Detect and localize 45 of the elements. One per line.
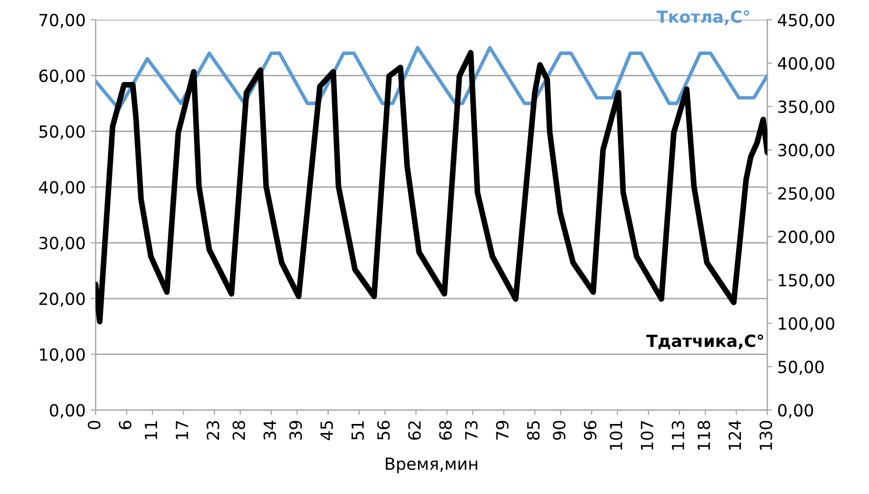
x-tick-label: 101	[610, 421, 622, 450]
x-tick-label: 28	[232, 420, 246, 440]
text: Тдатчика,С°	[646, 334, 764, 350]
y2-tick-label: 200,00	[778, 230, 834, 245]
x-tick-label: 45	[320, 421, 333, 440]
x-tick-label: 6	[118, 420, 132, 430]
x-tick-label: 107	[640, 421, 654, 450]
x-tick-label: 96	[584, 420, 596, 440]
y2-tick-label: 400,00	[778, 57, 834, 72]
x-tick-label: 11	[144, 421, 158, 440]
x-tick-label: 0	[88, 420, 100, 430]
x-tick-label: 39	[289, 420, 302, 440]
x-tick-label: 23	[206, 421, 220, 440]
y2-tick-label: 0,00	[778, 404, 814, 418]
x-tick-label: 130	[760, 420, 772, 450]
y-tick-label: 30,00	[39, 236, 85, 252]
y2-tick-label: 350,00	[778, 100, 834, 115]
series-label: Ткотла,С°	[656, 10, 750, 26]
y2-tick-label: 100,00	[778, 317, 834, 332]
y2-tick-label: 150,00	[778, 274, 834, 288]
y2-tick-label: 250,00	[778, 187, 834, 202]
y-tick-label: 50,00	[39, 125, 85, 140]
x-tick-label: 56	[377, 420, 390, 440]
y-tick-label: 20,00	[39, 292, 85, 307]
y-tick-label: 0,00	[50, 404, 85, 418]
x-tick-label: 68	[439, 420, 452, 440]
y2-tick-label: 450,00	[778, 14, 834, 28]
x-tick-label: 85	[527, 421, 540, 440]
x-tick-label: 90	[552, 420, 566, 440]
y2-tick-label: 50,00	[778, 360, 824, 375]
y-tick-label: 10,00	[40, 348, 85, 363]
x-tick-label: 113	[672, 421, 684, 450]
y2-tick-label: 300,00	[778, 144, 834, 158]
x-tick-label: 34	[264, 420, 276, 440]
x-tick-label: 51	[352, 421, 364, 440]
x-tick-label: 73	[465, 421, 478, 440]
x-tick-label: 124	[728, 420, 741, 450]
y-tick-label: 40,00	[38, 180, 85, 196]
x-tick-label: 118	[698, 420, 710, 450]
y-tick-label: 60,00	[39, 69, 85, 84]
x-tick-label: 62	[408, 421, 421, 440]
y-tick-label: 70,00	[40, 14, 85, 28]
x-tick-label: 79	[496, 420, 509, 440]
x-axis-title: Время,мин	[386, 458, 478, 474]
x-tick-label: 17	[176, 421, 188, 440]
